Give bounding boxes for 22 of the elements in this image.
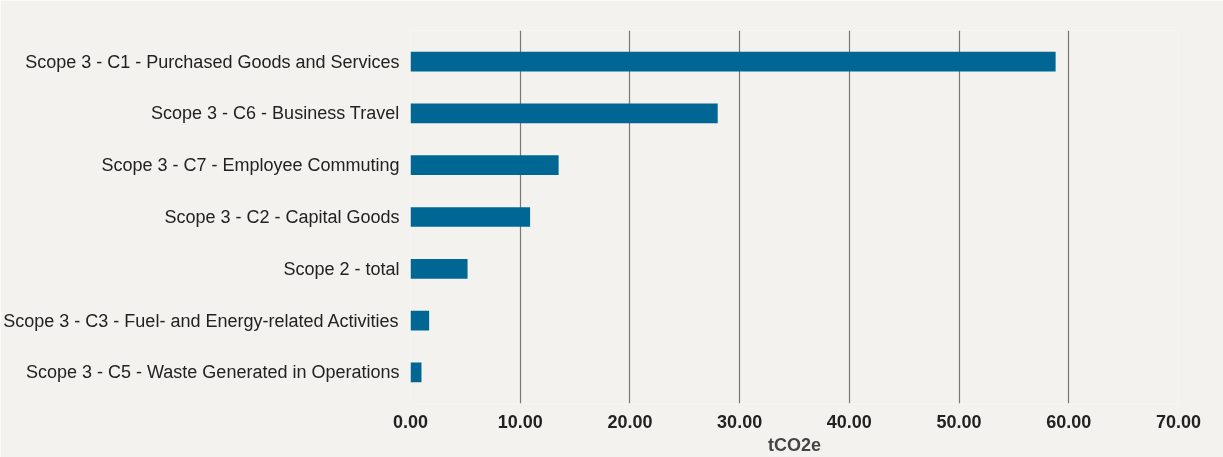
bar bbox=[410, 155, 559, 176]
y-tick-label: Scope 3 - C5 - Waste Generated in Operations bbox=[25, 362, 400, 383]
y-tick-label: Scope 3 - C2 - Capital Goods bbox=[164, 207, 400, 227]
x-tick-label: 0.00 bbox=[392, 411, 429, 432]
x-tick-label: 50.00 bbox=[936, 411, 982, 432]
bar bbox=[410, 310, 430, 331]
y-tick-label: Scope 3 - C7 - Employee Commuting bbox=[101, 155, 400, 176]
bar bbox=[410, 103, 718, 124]
bar bbox=[410, 207, 531, 227]
x-tick-label: 60.00 bbox=[1046, 411, 1092, 432]
y-tick-label: Scope 3 - C1 - Purchased Goods and Services bbox=[25, 51, 400, 72]
x-tick-label: 10.00 bbox=[497, 411, 543, 432]
y-tick-label: Scope 3 - C6 - Business Travel bbox=[151, 103, 400, 124]
x-axis-title: tCO2e bbox=[767, 434, 822, 455]
x-tick-label: 20.00 bbox=[607, 411, 653, 432]
x-tick-label: 70.00 bbox=[1155, 411, 1202, 432]
x-tick-label: 40.00 bbox=[826, 411, 872, 432]
y-tick-label: Scope 2 - total bbox=[283, 258, 400, 279]
bar bbox=[410, 51, 1056, 72]
y-tick-label: Scope 3 - C3 - Fuel- and Energy-related Activities bbox=[3, 310, 399, 331]
bar bbox=[410, 258, 468, 279]
x-tick-label: 30.00 bbox=[717, 411, 763, 432]
